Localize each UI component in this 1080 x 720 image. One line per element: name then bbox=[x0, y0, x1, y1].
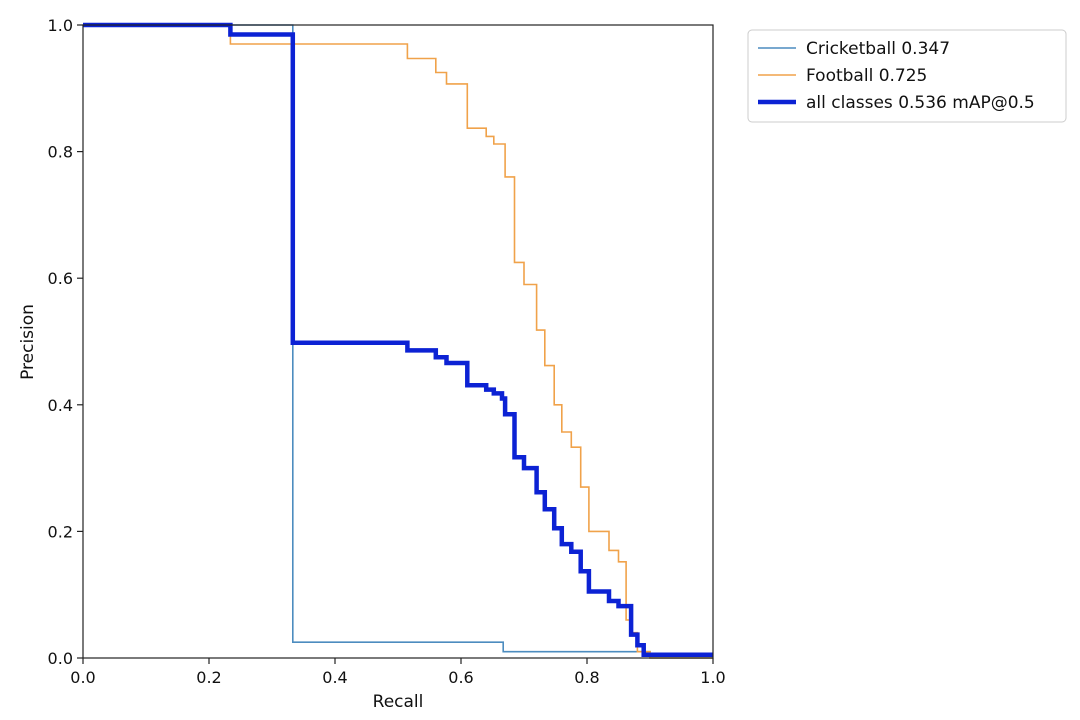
series-line-2 bbox=[83, 24, 713, 659]
plot-frame bbox=[82, 24, 714, 659]
series-layer bbox=[83, 22, 713, 659]
legend-label: Football 0.725 bbox=[806, 66, 927, 86]
legend-box bbox=[747, 29, 1067, 123]
x-axis-ticks: 0.0 0.2 0.4 0.6 0.8 1.0 bbox=[70, 658, 726, 687]
y-tick-label: 0.0 bbox=[48, 649, 73, 668]
x-tick-label: 1.0 bbox=[700, 668, 725, 687]
y-tick-label: 0.8 bbox=[48, 143, 73, 162]
y-tick-label: 1.0 bbox=[48, 16, 73, 35]
y-axis-ticks: 0.0 0.2 0.4 0.6 0.8 1.0 bbox=[48, 16, 83, 668]
x-tick-label: 0.0 bbox=[70, 668, 95, 687]
x-tick-label: 0.4 bbox=[322, 668, 347, 687]
legend-label: all classes 0.536 mAP@0.5 bbox=[806, 93, 1035, 113]
y-axis-label: Precision bbox=[18, 304, 38, 380]
legend-entries: Cricketball 0.347 Football 0.725 all class… bbox=[758, 39, 1035, 113]
legend-label: Cricketball 0.347 bbox=[806, 39, 950, 59]
series-line-3 bbox=[83, 22, 713, 658]
x-tick-label: 0.2 bbox=[196, 668, 221, 687]
x-axis-label: Recall bbox=[373, 692, 424, 712]
y-tick-label: 0.4 bbox=[48, 396, 73, 415]
x-tick-label: 0.6 bbox=[448, 668, 473, 687]
y-tick-label: 0.2 bbox=[48, 522, 73, 541]
x-tick-label: 0.8 bbox=[574, 668, 599, 687]
y-tick-label: 0.6 bbox=[48, 269, 73, 288]
legend: Cricketball 0.347 Football 0.725 all class… bbox=[747, 29, 1067, 123]
